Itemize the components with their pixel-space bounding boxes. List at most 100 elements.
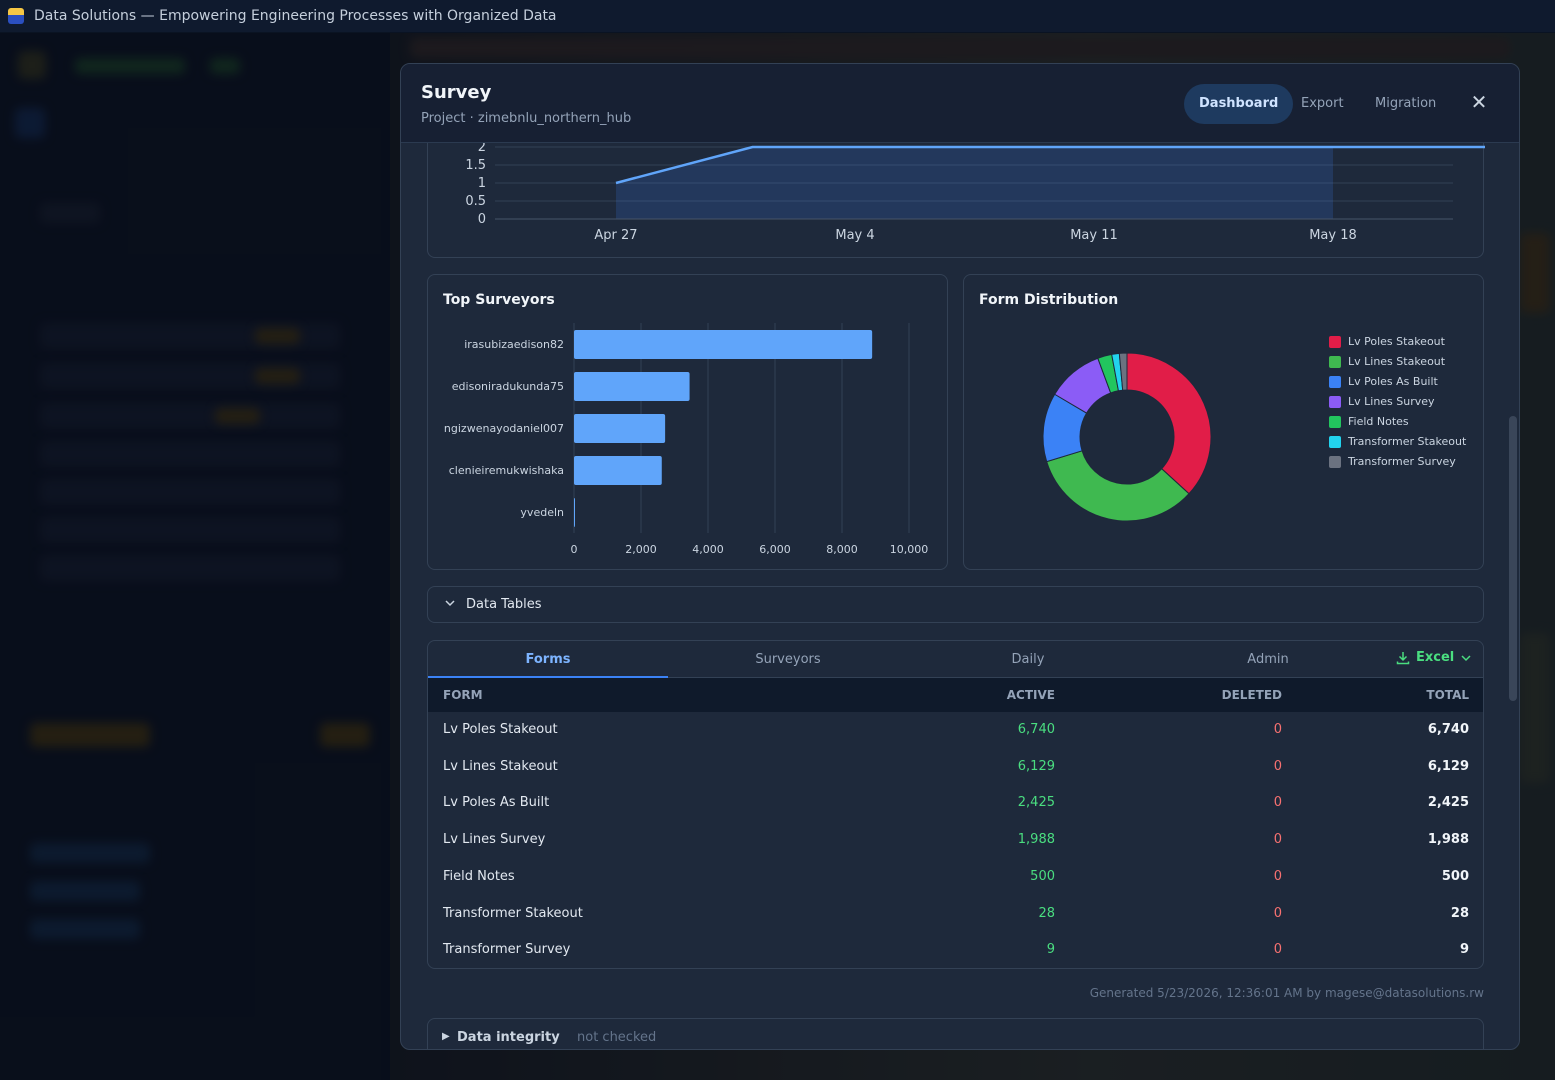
total-count-cell: 2,425 [1427,795,1469,811]
total-count-cell: 6,740 [1427,722,1469,737]
data-integrity-toggle[interactable]: ▶ Data integrity not checked [427,1018,1484,1049]
active-count-cell: 2,425 [1017,795,1055,811]
chevron-down-icon [1461,654,1471,661]
bar[interactable] [574,414,666,443]
legend-item[interactable]: Lv Poles As Built [1329,375,1438,388]
tab-migration[interactable]: Migration [1375,96,1437,111]
form-distribution-card: Form Distribution Lv Poles Stakeout Lv Li… [963,274,1484,570]
legend-label: Lv Poles As Built [1348,375,1438,388]
active-count-cell: 500 [1030,868,1055,884]
table-row: Transformer Stakeout 28 0 28 [428,896,1483,933]
total-count-cell: 6,129 [1427,758,1469,774]
legend-swatch [1329,335,1341,348]
x-tick-label: 4,000 [692,543,724,556]
active-count-cell: 28 [1038,905,1055,921]
legend-swatch [1329,435,1341,448]
bar[interactable] [574,498,575,527]
submissions-timeline-chart: 0 0.5 1 1.5 2 Apr 27 May 4 May 11 May 18 [465,140,1485,243]
category-label: irasubizaedison82 [464,338,564,351]
close-icon[interactable]: ✕ [1470,90,1488,114]
legend-label: Transformer Stakeout [1348,435,1467,448]
deleted-count-cell: 0 [1273,868,1282,884]
form-distribution-title: Form Distribution [979,292,1119,308]
tab-surveyors[interactable]: Surveyors [755,652,821,667]
top-surveyors-title: Top Surveyors [443,292,555,308]
legend-item[interactable]: Lv Lines Stakeout [1329,355,1445,368]
bar[interactable] [574,372,690,401]
table-row: Lv Poles Stakeout 6,740 0 6,740 [428,712,1483,749]
data-integrity-status: not checked [577,1030,657,1045]
pie-slice[interactable] [1118,352,1128,391]
window-title-bar: Data Solutions — Empowering Engineering … [0,0,1555,33]
survey-modal: 0 0.5 1 1.5 2 Apr 27 May 4 May 11 May 18 Survey … [400,63,1520,1050]
tab-export[interactable]: Export [1301,96,1344,111]
tab-admin[interactable]: Admin [1247,652,1289,667]
app-logo-icon [8,8,24,24]
bar[interactable] [574,456,662,485]
data-tables-label: Data Tables [466,597,542,612]
x-tick-label: 2,000 [625,543,657,556]
table-row: Lv Lines Stakeout 6,129 0 6,129 [428,749,1483,786]
triangle-right-icon: ▶ [442,1031,450,1042]
active-count-cell: 1,988 [1017,832,1055,848]
col-form: FORM [443,688,483,702]
form-name-cell: Lv Poles Stakeout [443,722,558,737]
bar[interactable] [574,330,873,359]
legend-item[interactable]: Field Notes [1329,415,1409,428]
form-name-cell: Lv Lines Stakeout [443,758,558,774]
excel-label: Excel [1416,650,1455,665]
y-tick-label: 0 [478,212,486,227]
total-count-cell: 1,988 [1427,832,1469,848]
x-tick-label: May 18 [1309,228,1357,243]
series-line [615,145,1485,185]
excel-export-button[interactable]: Excel [1396,650,1472,665]
legend-item[interactable]: Lv Poles Stakeout [1329,335,1445,348]
x-tick-label: 8,000 [826,543,858,556]
total-count-cell: 9 [1459,942,1469,958]
active-count-cell: 6,129 [1017,758,1055,774]
tab-forms[interactable]: Forms [428,641,668,678]
active-count-cell: 9 [1046,942,1055,958]
legend-swatch [1329,395,1341,408]
project-subtitle: Project · zimebnlu_northern_hub [421,111,632,126]
table-row: Lv Lines Survey 1,988 0 1,988 [428,822,1483,859]
data-integrity-label: Data integrity [457,1030,560,1045]
pie-slice[interactable] [1046,450,1190,522]
y-tick-label: 1 [478,176,486,191]
tab-dashboard[interactable]: Dashboard [1184,84,1294,124]
legend-label: Transformer Survey [1348,455,1456,468]
col-total: TOTAL [1426,688,1469,702]
deleted-count-cell: 0 [1273,722,1282,737]
legend-item[interactable]: Lv Lines Survey [1329,395,1435,408]
tab-daily[interactable]: Daily [1011,652,1045,667]
legend-label: Lv Poles Stakeout [1348,335,1445,348]
modal-scrollbar[interactable] [1509,416,1517,701]
active-count-cell: 6,740 [1017,722,1055,737]
legend-item[interactable]: Transformer Stakeout [1329,435,1466,448]
deleted-count-cell: 0 [1273,758,1282,774]
legend-label: Lv Lines Stakeout [1348,355,1446,368]
col-active: ACTIVE [1006,688,1055,702]
deleted-count-cell: 0 [1273,905,1282,921]
modal-title: Survey [421,82,492,103]
legend-item[interactable]: Transformer Survey [1329,455,1456,468]
pie-slice[interactable] [1126,352,1212,495]
x-tick-label: May 4 [835,228,874,243]
data-tables-toggle[interactable]: Data Tables [427,586,1484,623]
deleted-count-cell: 0 [1273,795,1282,811]
total-count-cell: 28 [1450,905,1469,921]
modal-header: Survey Project · zimebnlu_northern_hub D… [401,64,1519,143]
legend-swatch [1329,355,1341,368]
total-count-cell: 500 [1441,868,1469,884]
chevron-down-icon [445,600,455,607]
deleted-count-cell: 0 [1273,832,1282,848]
form-name-cell: Transformer Survey [443,942,571,958]
legend-swatch [1329,415,1341,428]
legend-label: Field Notes [1348,415,1409,428]
table-tabs: Forms Surveyors Daily Admin Excel [428,641,1483,678]
form-name-cell: Transformer Stakeout [443,905,583,921]
category-label: ngizwenayodaniel007 [444,422,564,435]
table-row: Field Notes 500 0 500 [428,859,1483,896]
form-name-cell: Field Notes [443,868,515,884]
x-tick-label: 10,000 [890,543,929,556]
